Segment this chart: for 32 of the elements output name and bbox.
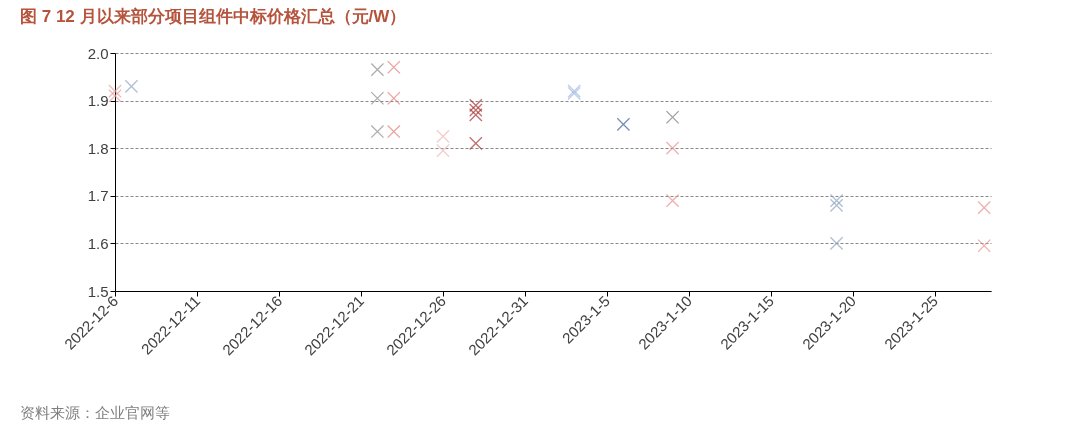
point <box>829 236 844 251</box>
point <box>124 79 139 94</box>
point <box>829 198 844 213</box>
point <box>829 193 844 208</box>
point <box>370 62 385 77</box>
point <box>370 124 385 139</box>
point <box>616 117 631 132</box>
point <box>108 84 122 98</box>
y-tick-label: 2.0 <box>87 44 109 62</box>
point <box>469 103 483 117</box>
point <box>469 108 483 122</box>
y-tick-label: 1.5 <box>87 282 109 300</box>
point <box>387 91 401 105</box>
point <box>977 200 991 215</box>
chart-title: 图 7 12 月以来部分项目组件中标价格汇总（元/W） <box>20 7 407 26</box>
point <box>370 91 385 105</box>
point <box>436 129 450 144</box>
y-tick-label: 1.7 <box>87 187 109 205</box>
point <box>387 60 401 75</box>
y-tick-label: 1.8 <box>87 139 109 157</box>
y-tick-label: 1.6 <box>87 234 109 252</box>
point <box>665 110 680 125</box>
point <box>977 239 991 253</box>
point <box>108 89 122 103</box>
text: 资料来源：企业官网等 <box>20 404 170 421</box>
point <box>665 141 680 155</box>
point <box>387 124 401 139</box>
point <box>469 98 483 113</box>
point <box>436 143 450 158</box>
point <box>469 136 483 151</box>
point <box>665 193 680 208</box>
y-tick-label: 1.9 <box>87 92 109 110</box>
